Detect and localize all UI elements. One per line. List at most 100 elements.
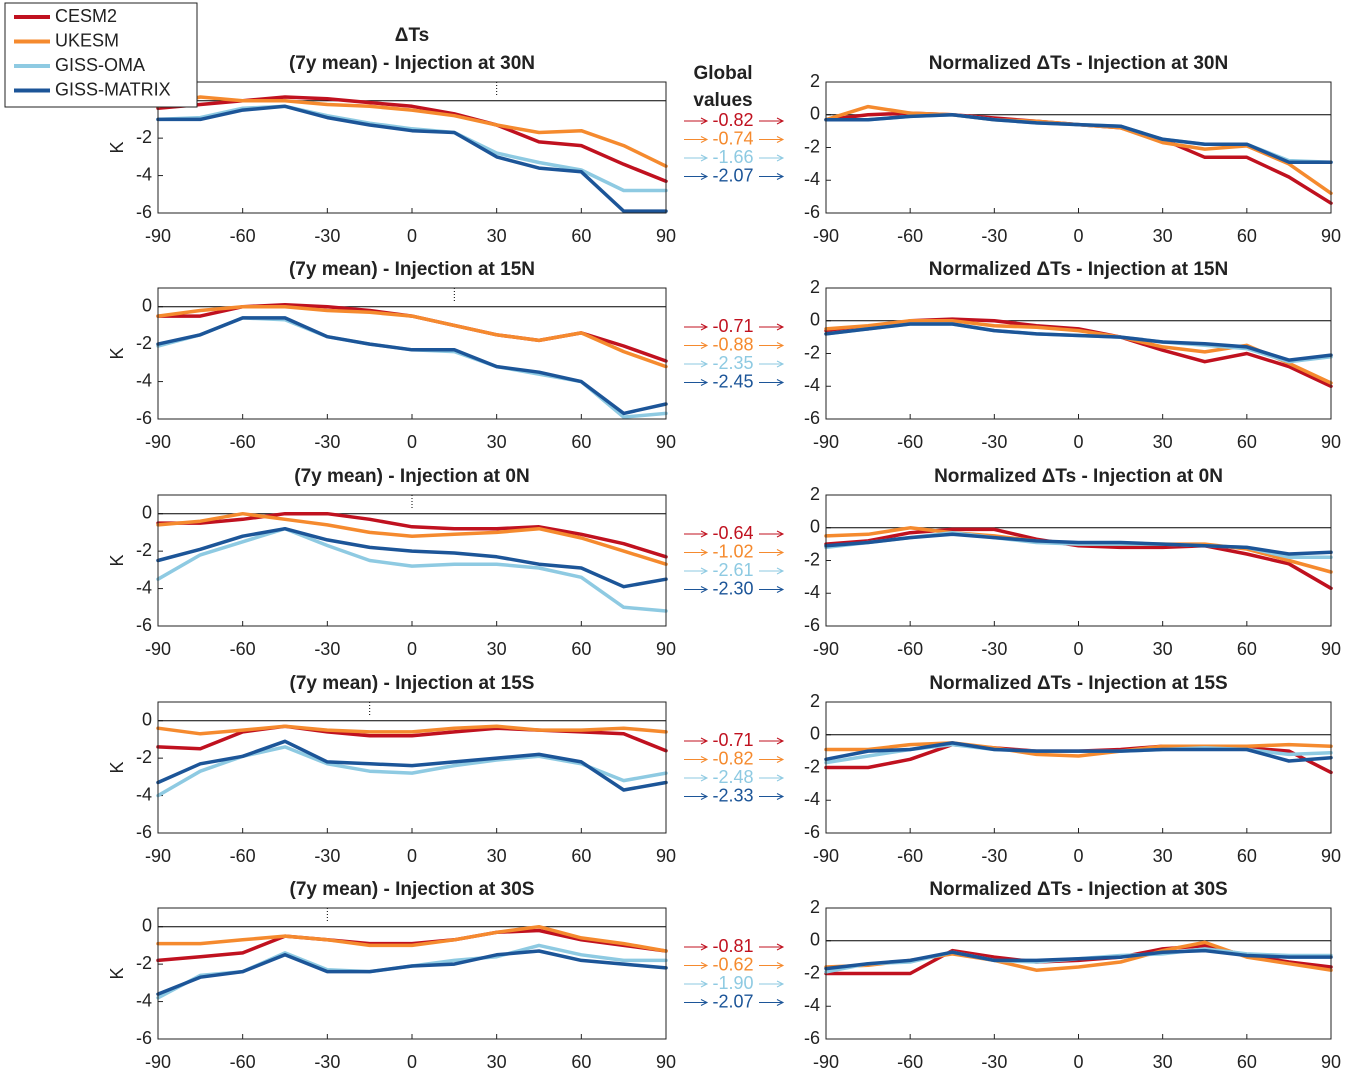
panel-title: Normalized ΔTs - Injection at 15N xyxy=(929,259,1228,280)
y-tick-label: -4 xyxy=(136,990,152,1010)
global-value: -0.74 xyxy=(712,128,753,148)
x-tick-label: 90 xyxy=(1321,432,1341,452)
plot-area xyxy=(826,495,1331,626)
y-tick-label: -6 xyxy=(136,615,152,635)
arrow-head xyxy=(776,774,785,782)
panel-title: Normalized ΔTs - Injection at 0N xyxy=(934,466,1223,487)
x-tick-label: 0 xyxy=(407,846,417,866)
x-tick-label: 90 xyxy=(1321,846,1341,866)
arrow-head xyxy=(700,962,709,969)
x-tick-label: 60 xyxy=(571,1052,591,1072)
y-tick-label: -6 xyxy=(136,1028,152,1048)
y-tick-label: -6 xyxy=(804,822,820,842)
x-tick-label: 60 xyxy=(1237,1052,1257,1072)
x-tick-label: 30 xyxy=(1153,432,1173,452)
arrow-head xyxy=(776,567,785,575)
y-tick-label: -6 xyxy=(136,202,152,222)
y-tick-label: -2 xyxy=(804,756,820,776)
arrow-head xyxy=(776,323,785,331)
x-tick-label: 30 xyxy=(1153,639,1173,659)
series-line xyxy=(824,948,1333,971)
y-tick-label: -2 xyxy=(804,962,820,982)
arrow-head xyxy=(776,173,785,180)
x-tick-label: -30 xyxy=(981,846,1007,866)
x-tick-label: 60 xyxy=(1237,226,1257,246)
x-tick-label: 90 xyxy=(1321,639,1341,659)
arrow-head xyxy=(700,980,709,988)
x-tick-label: -60 xyxy=(897,846,923,866)
global-value: -0.64 xyxy=(712,523,753,543)
x-tick-label: -30 xyxy=(314,639,340,659)
arrow-head xyxy=(776,586,785,593)
arrow-head xyxy=(700,323,709,331)
legend-label: GISS-MATRIX xyxy=(55,79,171,99)
global-value: -2.48 xyxy=(712,767,753,787)
x-tick-label: -90 xyxy=(145,639,171,659)
global-value: -2.35 xyxy=(712,353,753,373)
arrow-head xyxy=(700,586,709,593)
arrow-head xyxy=(700,549,709,556)
global-value: -2.30 xyxy=(712,578,753,598)
legend-label: CESM2 xyxy=(55,6,117,26)
x-tick-label: 0 xyxy=(407,432,417,452)
series-line xyxy=(824,741,1333,758)
global-values-title: Global values xyxy=(693,63,752,111)
arrow-head xyxy=(776,756,785,763)
y-axis-label: K xyxy=(107,554,127,566)
x-tick-label: 0 xyxy=(1073,846,1083,866)
y-tick-label: -6 xyxy=(136,408,152,428)
arrow-head xyxy=(776,980,785,988)
x-tick-label: 0 xyxy=(1073,639,1083,659)
y-tick-label: 0 xyxy=(142,915,152,935)
x-tick-label: 30 xyxy=(1153,226,1173,246)
y-tick-label: -4 xyxy=(136,577,152,597)
panel-supertitle: ΔTs xyxy=(395,25,429,46)
y-tick-label: -4 xyxy=(804,169,820,189)
x-tick-label: 90 xyxy=(656,1052,676,1072)
plot-frame xyxy=(157,907,667,1040)
y-tick-label: 2 xyxy=(810,897,820,917)
global-value: -0.82 xyxy=(712,110,753,130)
arrow-head xyxy=(776,530,785,538)
plot-area xyxy=(158,908,666,1039)
y-axis-label: K xyxy=(107,761,127,773)
x-tick-label: -90 xyxy=(813,1052,839,1072)
x-tick-label: 90 xyxy=(656,432,676,452)
panel-title: (7y mean) - Injection at 30S xyxy=(290,879,535,900)
x-tick-label: -30 xyxy=(314,846,340,866)
x-tick-label: -30 xyxy=(314,226,340,246)
panel-title: Normalized ΔTs - Injection at 30S xyxy=(929,879,1227,900)
series-line xyxy=(156,511,668,559)
x-tick-label: -60 xyxy=(897,639,923,659)
arrow-head xyxy=(776,962,785,969)
y-tick-label: -6 xyxy=(804,408,820,428)
y-tick-label: 0 xyxy=(810,310,820,330)
legend-label: GISS-OMA xyxy=(55,55,145,75)
arrow-head xyxy=(776,793,785,800)
x-tick-label: -30 xyxy=(314,432,340,452)
x-tick-label: -30 xyxy=(981,432,1007,452)
plot-frame xyxy=(157,81,667,214)
arrow-head xyxy=(776,117,785,125)
x-tick-label: 0 xyxy=(407,226,417,246)
panel-title: Normalized ΔTs - Injection at 30N xyxy=(929,53,1228,74)
x-tick-label: 0 xyxy=(1073,226,1083,246)
x-tick-label: 90 xyxy=(656,846,676,866)
plot-frame xyxy=(157,494,667,627)
x-tick-label: 90 xyxy=(1321,226,1341,246)
series-line xyxy=(156,724,668,753)
panel-title: Normalized ΔTs - Injection at 15S xyxy=(929,673,1227,694)
global-value: -1.90 xyxy=(712,973,753,993)
series-line xyxy=(156,511,668,566)
x-tick-label: -60 xyxy=(230,1052,256,1072)
y-tick-label: 2 xyxy=(810,691,820,711)
plot-frame xyxy=(825,81,1332,214)
y-tick-label: -6 xyxy=(136,822,152,842)
x-tick-label: -30 xyxy=(981,1052,1007,1072)
x-tick-label: -90 xyxy=(813,846,839,866)
y-tick-label: -4 xyxy=(804,789,820,809)
legend: CESM2 UKESM GISS-OMA GISS-MATRIX xyxy=(4,2,198,108)
x-tick-label: 60 xyxy=(1237,846,1257,866)
y-tick-label: 0 xyxy=(810,724,820,744)
arrow-head xyxy=(700,173,709,180)
